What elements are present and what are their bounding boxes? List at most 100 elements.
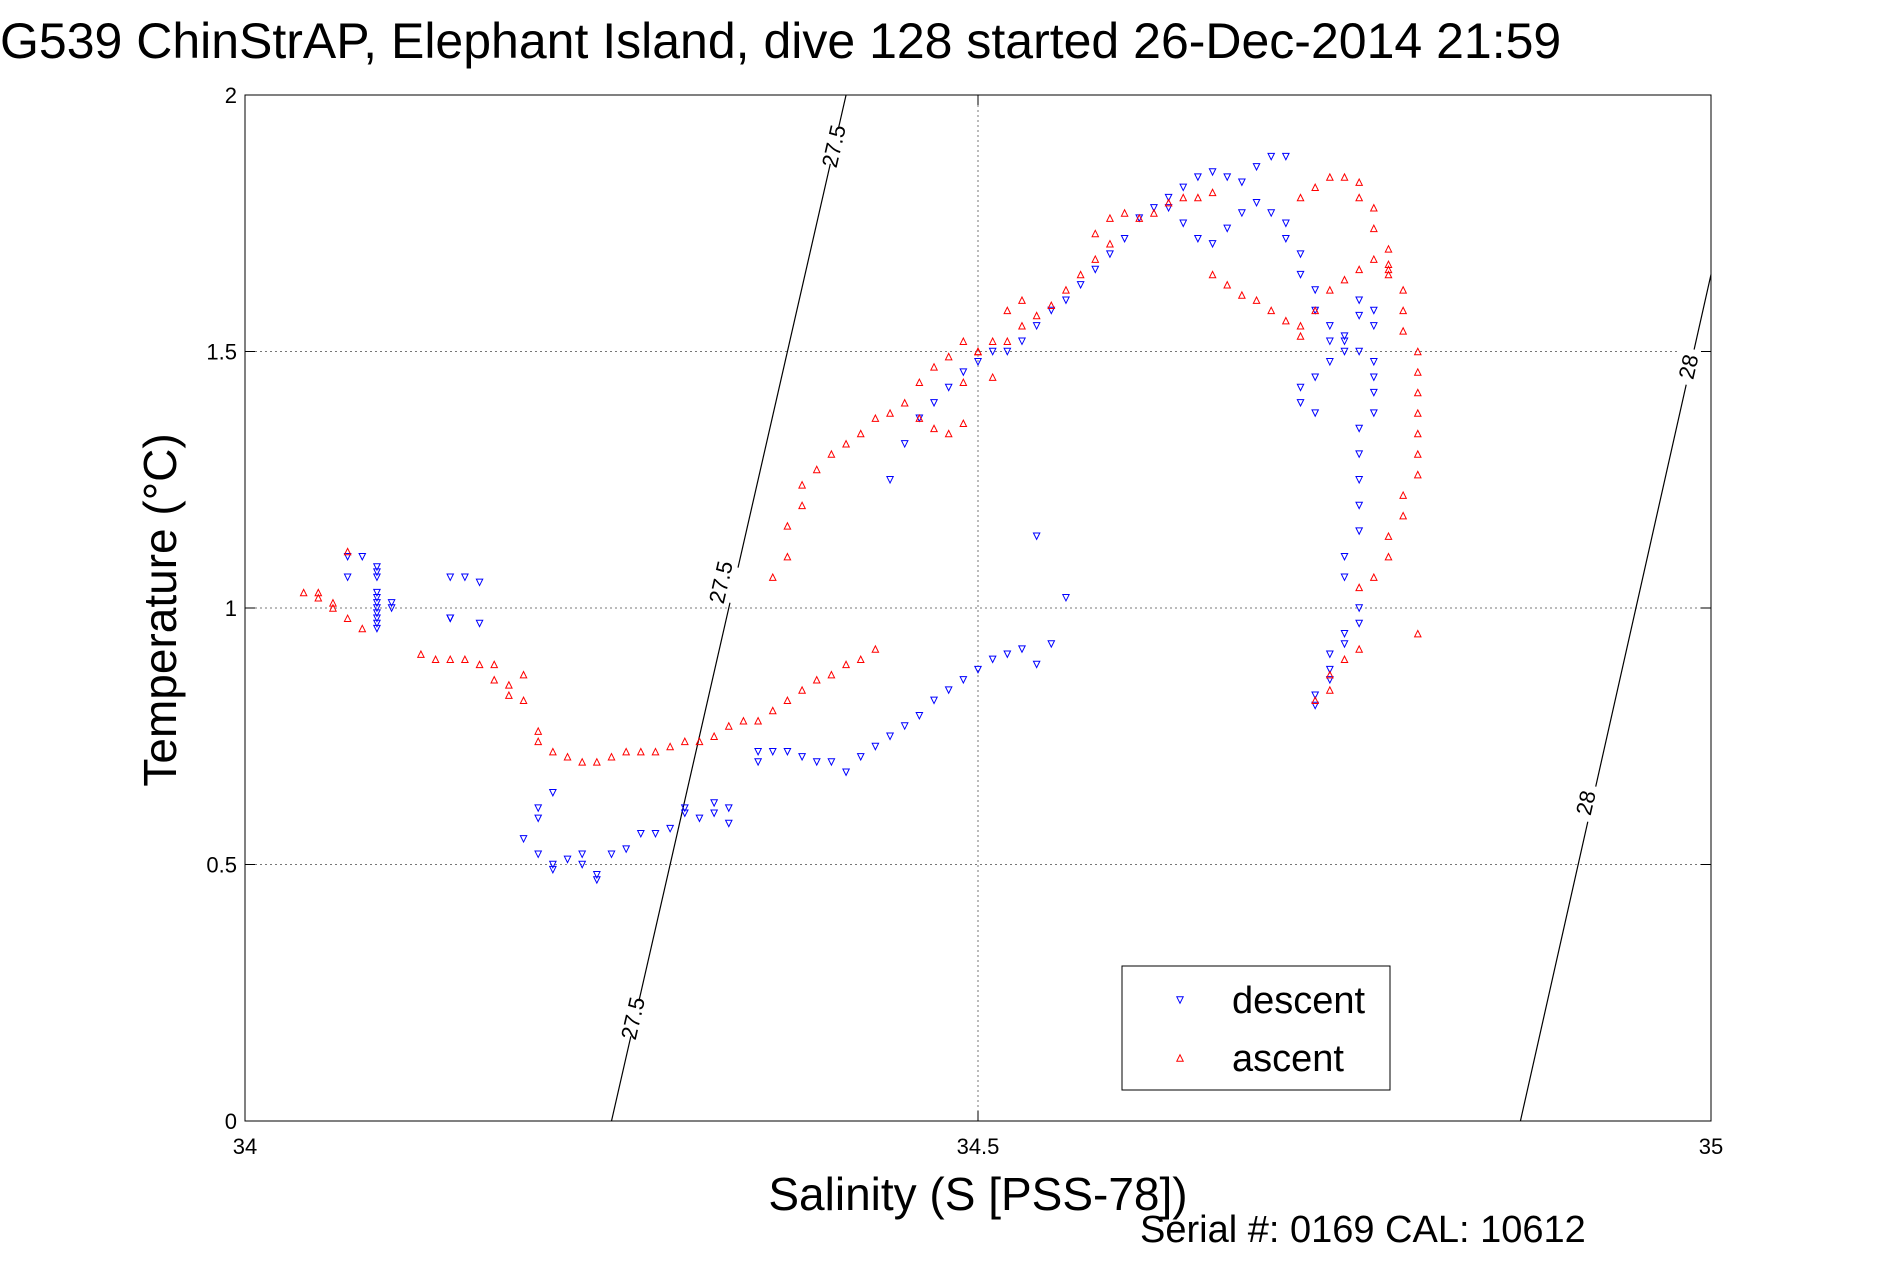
descent-point	[944, 686, 953, 695]
descent-point	[1017, 337, 1026, 346]
ascent-point	[1164, 198, 1173, 207]
descent-point	[1208, 168, 1217, 177]
descent-point	[1237, 178, 1246, 187]
ascent-point	[1296, 331, 1305, 340]
descent-point	[1296, 399, 1305, 408]
ascent-point	[1237, 290, 1246, 299]
ascent-point	[1413, 429, 1422, 438]
descent-point	[1091, 265, 1100, 274]
ascent-point	[490, 675, 499, 684]
x-tick-label: 34	[233, 1134, 257, 1159]
ascent-point	[871, 644, 880, 653]
descent-point	[1340, 573, 1349, 582]
descent-point	[1105, 250, 1114, 259]
ascent-point	[798, 685, 807, 694]
descent-point	[1311, 373, 1320, 382]
descent-point	[372, 614, 381, 623]
ascent-point	[1355, 583, 1364, 592]
ascent-point	[592, 757, 601, 766]
ascent-point	[827, 449, 836, 458]
descent-point	[710, 809, 719, 818]
ascent-point	[534, 726, 543, 735]
descent-point	[372, 568, 381, 577]
descent-point	[1149, 204, 1158, 213]
contour-label-bg	[1568, 782, 1605, 824]
descent-point	[915, 712, 924, 721]
descent-point	[973, 665, 983, 674]
legend-label-descent: descent	[1232, 980, 1366, 1022]
ascent-point	[1413, 470, 1422, 479]
contour-label-bg	[703, 561, 740, 604]
descent-point	[372, 619, 381, 628]
ascent-point	[871, 413, 880, 422]
ascent-point	[1369, 224, 1378, 233]
ascent-point	[1399, 490, 1408, 499]
descent-point	[1325, 322, 1334, 331]
descent-point	[548, 865, 557, 874]
descent-point	[783, 747, 792, 756]
ascent-point	[1355, 644, 1364, 653]
ascent-point	[1355, 193, 1364, 202]
y-tick-label: 2	[225, 83, 237, 108]
descent-point	[1369, 358, 1378, 367]
descent-point	[1281, 219, 1290, 228]
descent-point	[798, 753, 807, 762]
ascent-point	[1003, 306, 1012, 315]
ascent-point	[1252, 295, 1261, 304]
ascent-point	[1384, 259, 1393, 268]
descent-point	[1120, 234, 1129, 243]
legend-marker-ascent	[1175, 1053, 1185, 1062]
ascent-point	[1017, 295, 1026, 304]
descent-point	[1311, 409, 1320, 418]
ascent-point	[783, 696, 792, 705]
ascent-point	[1413, 347, 1422, 356]
descent-point	[1355, 476, 1364, 485]
ascent-point	[519, 670, 528, 679]
descent-point	[1340, 337, 1349, 346]
descent-point	[1355, 450, 1364, 459]
ascent-point	[1076, 270, 1085, 279]
ascent-point	[622, 747, 631, 756]
descent-point	[446, 614, 455, 623]
legend-marker-descent	[1175, 996, 1185, 1005]
y-tick-label: 1	[225, 596, 237, 621]
ascent-point	[915, 413, 924, 422]
ascent-point	[1399, 326, 1408, 335]
descent-point	[1208, 240, 1217, 249]
ascent-point	[856, 654, 865, 663]
ascent-point	[973, 347, 983, 356]
descent-point	[622, 845, 631, 854]
descent-point	[1003, 650, 1012, 659]
legend-label-ascent: ascent	[1232, 1038, 1344, 1080]
descent-point	[372, 599, 381, 608]
ascent-point	[768, 572, 777, 581]
ascent-point	[1340, 172, 1349, 181]
ascent-point	[1413, 629, 1422, 638]
ascent-point	[1296, 193, 1305, 202]
descent-point	[372, 624, 381, 633]
legend: descent ascent	[1121, 965, 1391, 1091]
ascent-point	[944, 429, 953, 438]
descent-point	[534, 804, 543, 813]
ascent-point	[988, 372, 997, 381]
descent-point	[1267, 152, 1276, 161]
descent-point	[1179, 219, 1188, 228]
ascent-point	[930, 424, 939, 433]
descent-point	[534, 814, 543, 823]
ascent-point	[1091, 229, 1100, 238]
ascent-point	[1355, 265, 1364, 274]
descent-point	[695, 814, 704, 823]
ascent-point	[710, 731, 719, 740]
descent-point	[372, 594, 381, 603]
ascent-point	[1003, 336, 1012, 345]
ascent-point	[1413, 388, 1422, 397]
ascent-point	[358, 624, 367, 633]
descent-point	[372, 604, 381, 613]
ascent-point	[1223, 280, 1232, 289]
ascent-point	[636, 747, 645, 756]
ascent-point	[1017, 321, 1026, 330]
density-contour-line	[610, 94, 847, 1122]
descent-point	[724, 804, 733, 813]
descent-point	[1252, 199, 1261, 208]
descent-point	[475, 619, 484, 628]
